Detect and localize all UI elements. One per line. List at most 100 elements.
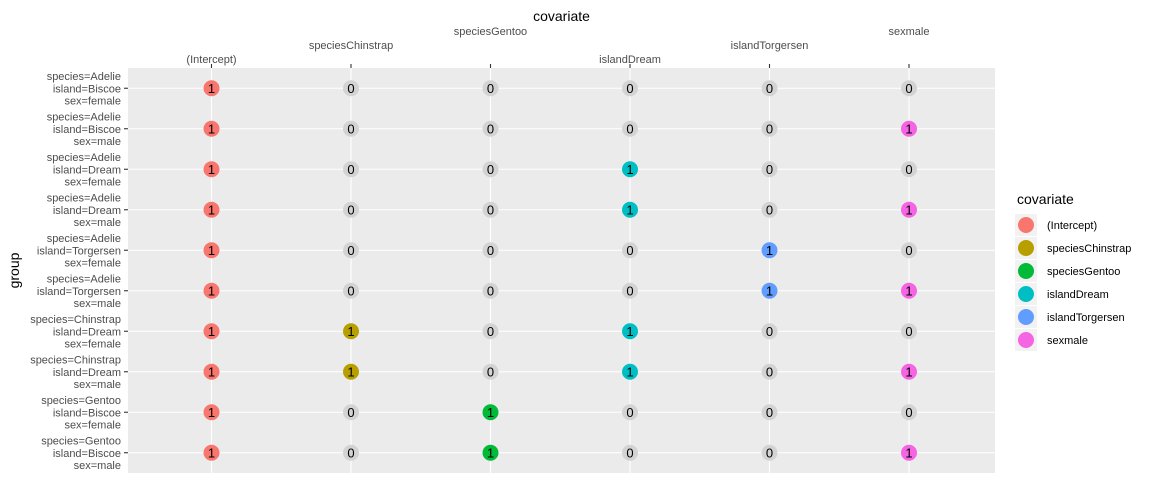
data-point (901, 161, 917, 178)
data-label: 0 (347, 243, 354, 258)
data-label: 0 (347, 405, 354, 420)
legend-label: islandTorgersen (1047, 312, 1125, 324)
legend-key (1018, 309, 1034, 325)
data-label: 1 (626, 364, 633, 379)
y-tick-label: species=Gentoo (41, 435, 121, 447)
data-label: 0 (347, 162, 354, 177)
y-tick-label: species=Adelie (47, 192, 121, 204)
data-label: 0 (487, 364, 494, 379)
y-tick-label: sex=male (74, 217, 121, 229)
y-tick-label: sex=male (74, 136, 121, 148)
data-point (622, 161, 638, 178)
data-label: 1 (347, 324, 354, 339)
data-label: 0 (347, 283, 354, 298)
legend-key (1018, 332, 1034, 348)
y-tick-label: island=Torgersen (37, 245, 121, 257)
data-point (343, 120, 359, 137)
data-point (761, 120, 778, 137)
data-point (343, 201, 359, 218)
data-label: 0 (626, 121, 633, 136)
data-point (343, 323, 359, 340)
data-label: 0 (766, 445, 773, 460)
data-point (761, 363, 778, 380)
data-label: 0 (766, 121, 773, 136)
legend-key (1018, 263, 1034, 279)
data-label: 0 (766, 162, 773, 177)
data-label: 0 (347, 202, 354, 217)
y-tick-label: sex=female (64, 258, 121, 270)
data-label: 0 (347, 445, 354, 460)
x-axis: (Intercept) speciesChinstrap speciesGentoo… (186, 26, 929, 68)
y-tick-label: island=Dream (53, 205, 121, 217)
data-label: 1 (905, 121, 912, 136)
legend-label: (Intercept) (1047, 220, 1097, 232)
y-tick-label: species=Adelie (47, 273, 121, 285)
legend-key (1018, 217, 1034, 233)
data-label: 1 (626, 162, 633, 177)
data-point (901, 201, 917, 218)
data-label: 0 (487, 243, 494, 258)
legend: covariate (Intercept) speciesChinstrap spe… (1015, 191, 1131, 351)
data-point (343, 80, 359, 97)
y-axis-title: group (6, 252, 22, 288)
data-point (622, 404, 638, 421)
data-points: 1 0 0 0 0 0 1 0 0 0 0 1 1 0 0 1 0 0 1 0 0 1 0 1 1 0 0 0 1 0 1 0 0 0 1 1 1 1 0 1… (203, 80, 917, 461)
data-point (343, 242, 359, 259)
data-point (203, 404, 220, 421)
data-point (901, 120, 917, 137)
data-label: 1 (208, 283, 215, 298)
data-point (622, 444, 638, 461)
data-point (482, 323, 499, 340)
data-point (203, 444, 220, 461)
legend-label: speciesChinstrap (1047, 243, 1131, 255)
y-tick-label: species=Chinstrap (30, 354, 121, 366)
data-point (622, 80, 638, 97)
data-label: 0 (905, 243, 912, 258)
data-point (622, 242, 638, 259)
y-tick-label: sex=male (74, 379, 121, 391)
y-tick-label: island=Dream (53, 326, 121, 338)
data-label: 0 (905, 405, 912, 420)
data-point (203, 282, 220, 299)
data-point (761, 201, 778, 218)
y-tick-label: species=Adelie (47, 233, 121, 245)
data-label: 1 (766, 243, 773, 258)
data-label: 0 (487, 202, 494, 217)
data-point (203, 363, 220, 380)
data-label: 0 (487, 324, 494, 339)
data-point (901, 404, 917, 421)
data-label: 1 (626, 202, 633, 217)
y-tick-label: sex=female (64, 177, 121, 189)
data-point (343, 404, 359, 421)
legend-label: sexmale (1047, 335, 1088, 347)
x-tick-label: speciesChinstrap (309, 40, 393, 52)
x-tick-label: (Intercept) (186, 54, 236, 66)
data-label: 0 (766, 405, 773, 420)
y-tick-label: island=Biscoe (53, 124, 121, 136)
data-label: 1 (208, 81, 215, 96)
data-label: 0 (766, 81, 773, 96)
data-point (482, 242, 499, 259)
x-tick-label: islandDream (599, 54, 661, 66)
data-label: 0 (766, 324, 773, 339)
data-point (901, 242, 917, 259)
y-tick-label: sex=female (64, 96, 121, 108)
data-point (482, 282, 499, 299)
y-tick-label: island=Biscoe (53, 407, 121, 419)
data-label: 0 (905, 162, 912, 177)
data-point (482, 444, 499, 461)
data-label: 1 (208, 324, 215, 339)
legend-label: islandDream (1047, 289, 1109, 301)
y-tick-label: species=Gentoo (41, 395, 121, 407)
data-point (761, 444, 778, 461)
data-point (622, 323, 638, 340)
data-label: 1 (347, 364, 354, 379)
data-point (482, 201, 499, 218)
data-label: 1 (208, 121, 215, 136)
data-point (203, 201, 220, 218)
x-tick-label: islandTorgersen (731, 40, 809, 52)
y-tick-label: species=Chinstrap (30, 314, 121, 326)
data-point (761, 242, 778, 259)
data-point (203, 161, 220, 178)
